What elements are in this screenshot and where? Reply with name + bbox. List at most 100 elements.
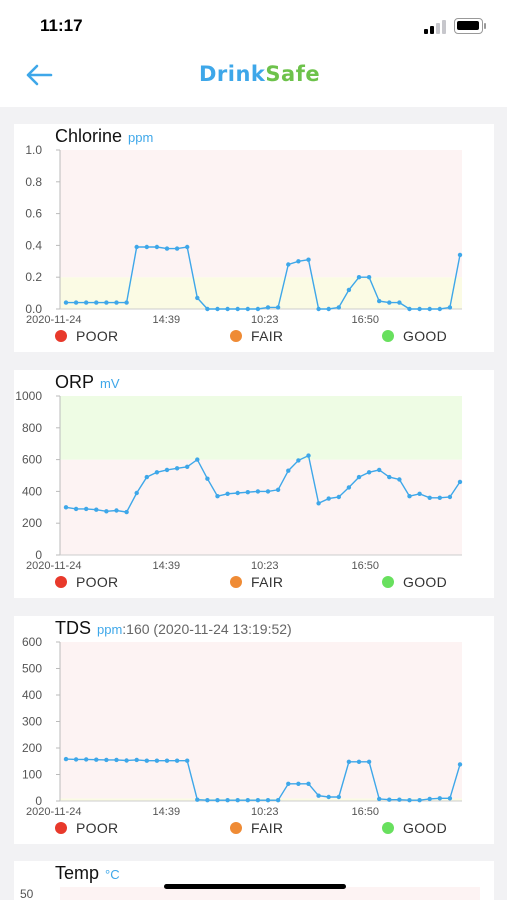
data-point xyxy=(377,796,382,802)
temp-chart-area xyxy=(60,887,480,900)
data-point xyxy=(235,490,240,496)
legend-fair: FAIR xyxy=(230,574,283,590)
data-point xyxy=(84,757,89,762)
data-point xyxy=(265,489,271,494)
x-tick-label: 2020-11-24 xyxy=(26,806,81,816)
y-tick-label: 600 xyxy=(22,453,42,467)
y-tick-label: 1000 xyxy=(15,389,42,403)
y-tick-label: 1.0 xyxy=(25,143,42,157)
zone-band-poor xyxy=(60,150,462,278)
tds-card: TDS ppm:160 (2020-11-24 13:19:52) 0 100 200… xyxy=(14,616,494,844)
data-point xyxy=(195,457,200,462)
orp-title-row: ORP mV xyxy=(55,372,120,393)
chlorine-title-row: Chlorine ppm xyxy=(55,126,153,147)
data-point xyxy=(94,507,99,512)
data-point xyxy=(225,491,230,496)
data-point xyxy=(407,494,412,499)
data-point xyxy=(215,798,220,803)
data-point xyxy=(457,252,463,258)
poor-dot-icon xyxy=(55,330,67,342)
data-point xyxy=(144,758,149,763)
series-line xyxy=(65,454,461,513)
data-point xyxy=(255,306,261,312)
y-tick-label: 0.2 xyxy=(25,270,42,284)
tds-title-row: TDS ppm:160 (2020-11-24 13:19:52) xyxy=(55,618,292,639)
data-point xyxy=(245,490,250,495)
y-tick-label: 800 xyxy=(22,421,42,435)
legend-label: GOOD xyxy=(403,574,447,590)
data-point xyxy=(124,509,129,515)
tds-chart: 0 100 200 300 400 500 600 2020-11-24 14:39 10:23 1… xyxy=(22,635,463,816)
legend-label: FAIR xyxy=(251,820,284,836)
y-tick-label: 50 xyxy=(20,887,34,900)
zone-band-poor xyxy=(60,642,462,799)
arrow-left-icon xyxy=(26,64,53,86)
data-point xyxy=(437,796,442,801)
data-point xyxy=(73,300,79,305)
data-point xyxy=(205,476,210,481)
legend-label: GOOD xyxy=(403,328,447,344)
data-point xyxy=(397,477,402,482)
data-point xyxy=(437,495,442,500)
data-point xyxy=(225,798,230,803)
data-point xyxy=(356,275,362,280)
good-dot-icon xyxy=(382,576,394,588)
chart-title: Chlorine xyxy=(55,126,123,146)
x-tick-label: 16:50 xyxy=(352,806,380,816)
data-point xyxy=(84,506,89,512)
data-point xyxy=(63,300,69,305)
legend-label: FAIR xyxy=(251,574,284,590)
chlorine-legend: POOR FAIR GOOD xyxy=(14,328,494,348)
zone-band-poor xyxy=(60,459,462,555)
data-point xyxy=(356,474,362,480)
fair-dot-icon xyxy=(230,330,242,342)
status-bar: 11:17 xyxy=(0,0,507,50)
data-point xyxy=(407,306,412,312)
data-point xyxy=(336,794,341,800)
legend-good: GOOD xyxy=(382,574,447,590)
data-point xyxy=(377,467,382,473)
poor-dot-icon xyxy=(55,576,67,588)
data-point xyxy=(134,757,139,763)
logo-text-safe: Safe xyxy=(265,62,321,86)
tds-legend: POOR FAIR GOOD xyxy=(14,820,494,840)
data-point xyxy=(154,470,160,475)
data-point xyxy=(275,798,281,803)
data-point xyxy=(275,487,281,492)
series-line xyxy=(65,758,461,801)
poor-dot-icon xyxy=(55,822,67,834)
back-button[interactable] xyxy=(20,60,60,90)
data-point xyxy=(185,244,190,250)
y-tick-label: 0 xyxy=(35,794,42,808)
chart-unit: °C xyxy=(105,867,120,882)
data-point xyxy=(114,757,119,763)
y-tick-label: 500 xyxy=(22,662,42,676)
chlorine-card: Chlorine ppm 0.0 0.2 0.4 0.6 0.8 1.0 2020-11-24… xyxy=(14,124,494,352)
data-point xyxy=(174,246,180,251)
data-point xyxy=(195,797,200,802)
data-point xyxy=(104,300,109,305)
chart-unit: ppm xyxy=(97,622,123,637)
y-tick-label: 300 xyxy=(22,715,42,729)
data-point xyxy=(185,464,190,469)
data-point xyxy=(104,509,109,514)
data-point xyxy=(316,793,321,798)
y-tick-label: 200 xyxy=(22,516,42,530)
data-point xyxy=(427,495,432,500)
data-point xyxy=(195,295,200,301)
x-tick-label: 10:23 xyxy=(251,806,279,816)
data-point xyxy=(144,474,149,480)
data-point xyxy=(154,758,160,763)
data-point xyxy=(417,306,422,312)
chart-title: ORP xyxy=(55,372,95,392)
data-point xyxy=(245,306,250,312)
data-point xyxy=(73,506,79,512)
data-point xyxy=(316,501,321,506)
chlorine-chart: 0.0 0.2 0.4 0.6 0.8 1.0 2020-11-24 14:39 10:23 16… xyxy=(25,143,463,324)
data-point xyxy=(326,496,331,501)
data-point xyxy=(407,798,412,803)
y-tick-label: 400 xyxy=(22,484,42,498)
data-point xyxy=(346,759,352,764)
x-tick-label: 16:50 xyxy=(352,560,380,570)
x-tick-label: 14:39 xyxy=(153,314,181,324)
